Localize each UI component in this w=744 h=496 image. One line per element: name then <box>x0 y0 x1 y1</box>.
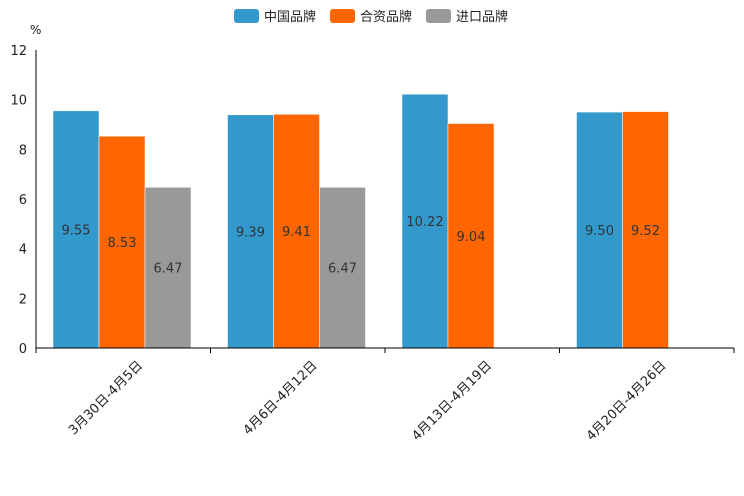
bar-value-label: 6.47 <box>154 262 183 277</box>
y-tick-label: 0 <box>19 342 27 357</box>
bar-value-label: 9.04 <box>457 230 486 245</box>
bar <box>144 187 192 349</box>
x-axis: 3月30日-4月5日 4月6日-4月12日 4月13日-4月19日 4月20日-4月2… <box>35 347 735 444</box>
y-tick-label: 2 <box>19 292 27 307</box>
y-tick-label: 6 <box>19 193 27 208</box>
legend-label-1: 中国品牌 <box>264 9 316 25</box>
legend-label-2: 合资品牌 <box>360 9 412 25</box>
bar <box>447 123 495 349</box>
legend: 中国品牌 合资品牌 进口品牌 <box>234 9 508 25</box>
legend-label-3: 进口品牌 <box>456 9 508 25</box>
bar <box>227 114 274 349</box>
bar-value-label: 6.47 <box>328 262 357 277</box>
bar <box>622 111 669 349</box>
bar-value-label: 9.39 <box>236 225 265 240</box>
x-category-label: 4月13日-4月19日 <box>409 358 495 444</box>
x-category-label: 4月20日-4月26日 <box>584 358 670 444</box>
bar-value-label: 8.53 <box>108 236 137 251</box>
legend-swatch-2 <box>330 9 355 23</box>
y-axis: 0 2 4 6 8 10 12 <box>10 44 37 357</box>
bar-value-label: 9.50 <box>585 224 614 239</box>
bar-value-label: 9.52 <box>631 224 660 239</box>
y-tick-label: 12 <box>10 44 27 59</box>
bar-value-label: 9.41 <box>282 225 311 240</box>
y-tick-label: 4 <box>19 243 27 258</box>
bar <box>319 187 366 349</box>
bar <box>273 114 320 349</box>
y-axis-unit: % <box>30 23 41 37</box>
x-category-label: 3月30日-4月5日 <box>66 358 146 438</box>
bars: 9.55 9.39 10.22 9.50 8.53 9.41 9.04 9.52 6.47 6.4… <box>52 93 669 349</box>
legend-swatch-3 <box>426 9 451 23</box>
y-tick-label: 10 <box>10 94 27 109</box>
y-tick-label: 8 <box>19 143 27 158</box>
x-category-label: 4月6日-4月12日 <box>241 358 321 438</box>
bar-value-label: 10.22 <box>406 215 443 230</box>
legend-swatch-1 <box>234 9 259 23</box>
bar-value-label: 9.55 <box>62 223 91 238</box>
